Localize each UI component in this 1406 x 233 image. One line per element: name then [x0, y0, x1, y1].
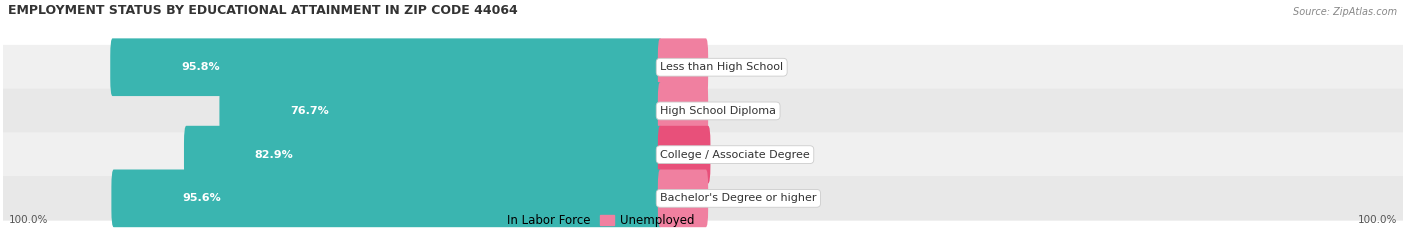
FancyBboxPatch shape [658, 169, 709, 227]
FancyBboxPatch shape [3, 45, 1403, 89]
Text: 2.4%: 2.4% [725, 150, 754, 160]
Text: 0.0%: 0.0% [723, 193, 751, 203]
Text: 100.0%: 100.0% [1358, 216, 1398, 226]
FancyBboxPatch shape [3, 176, 1403, 221]
Text: Bachelor's Degree or higher: Bachelor's Degree or higher [661, 193, 817, 203]
Text: Source: ZipAtlas.com: Source: ZipAtlas.com [1294, 7, 1398, 17]
FancyBboxPatch shape [110, 38, 662, 96]
Text: 76.7%: 76.7% [290, 106, 329, 116]
FancyBboxPatch shape [184, 126, 662, 184]
Text: College / Associate Degree: College / Associate Degree [661, 150, 810, 160]
Text: Less than High School: Less than High School [661, 62, 783, 72]
Text: 82.9%: 82.9% [254, 150, 294, 160]
Text: 95.8%: 95.8% [181, 62, 219, 72]
FancyBboxPatch shape [219, 82, 662, 140]
FancyBboxPatch shape [658, 126, 710, 184]
FancyBboxPatch shape [658, 82, 709, 140]
Text: 95.6%: 95.6% [183, 193, 221, 203]
FancyBboxPatch shape [658, 38, 709, 96]
Text: EMPLOYMENT STATUS BY EDUCATIONAL ATTAINMENT IN ZIP CODE 44064: EMPLOYMENT STATUS BY EDUCATIONAL ATTAINM… [8, 4, 519, 17]
FancyBboxPatch shape [111, 169, 662, 227]
Text: 0.0%: 0.0% [723, 62, 751, 72]
FancyBboxPatch shape [3, 89, 1403, 133]
Legend: In Labor Force, Unemployed: In Labor Force, Unemployed [482, 209, 699, 232]
FancyBboxPatch shape [3, 132, 1403, 177]
Text: 100.0%: 100.0% [8, 216, 48, 226]
Text: High School Diploma: High School Diploma [661, 106, 776, 116]
Text: 0.0%: 0.0% [723, 106, 751, 116]
